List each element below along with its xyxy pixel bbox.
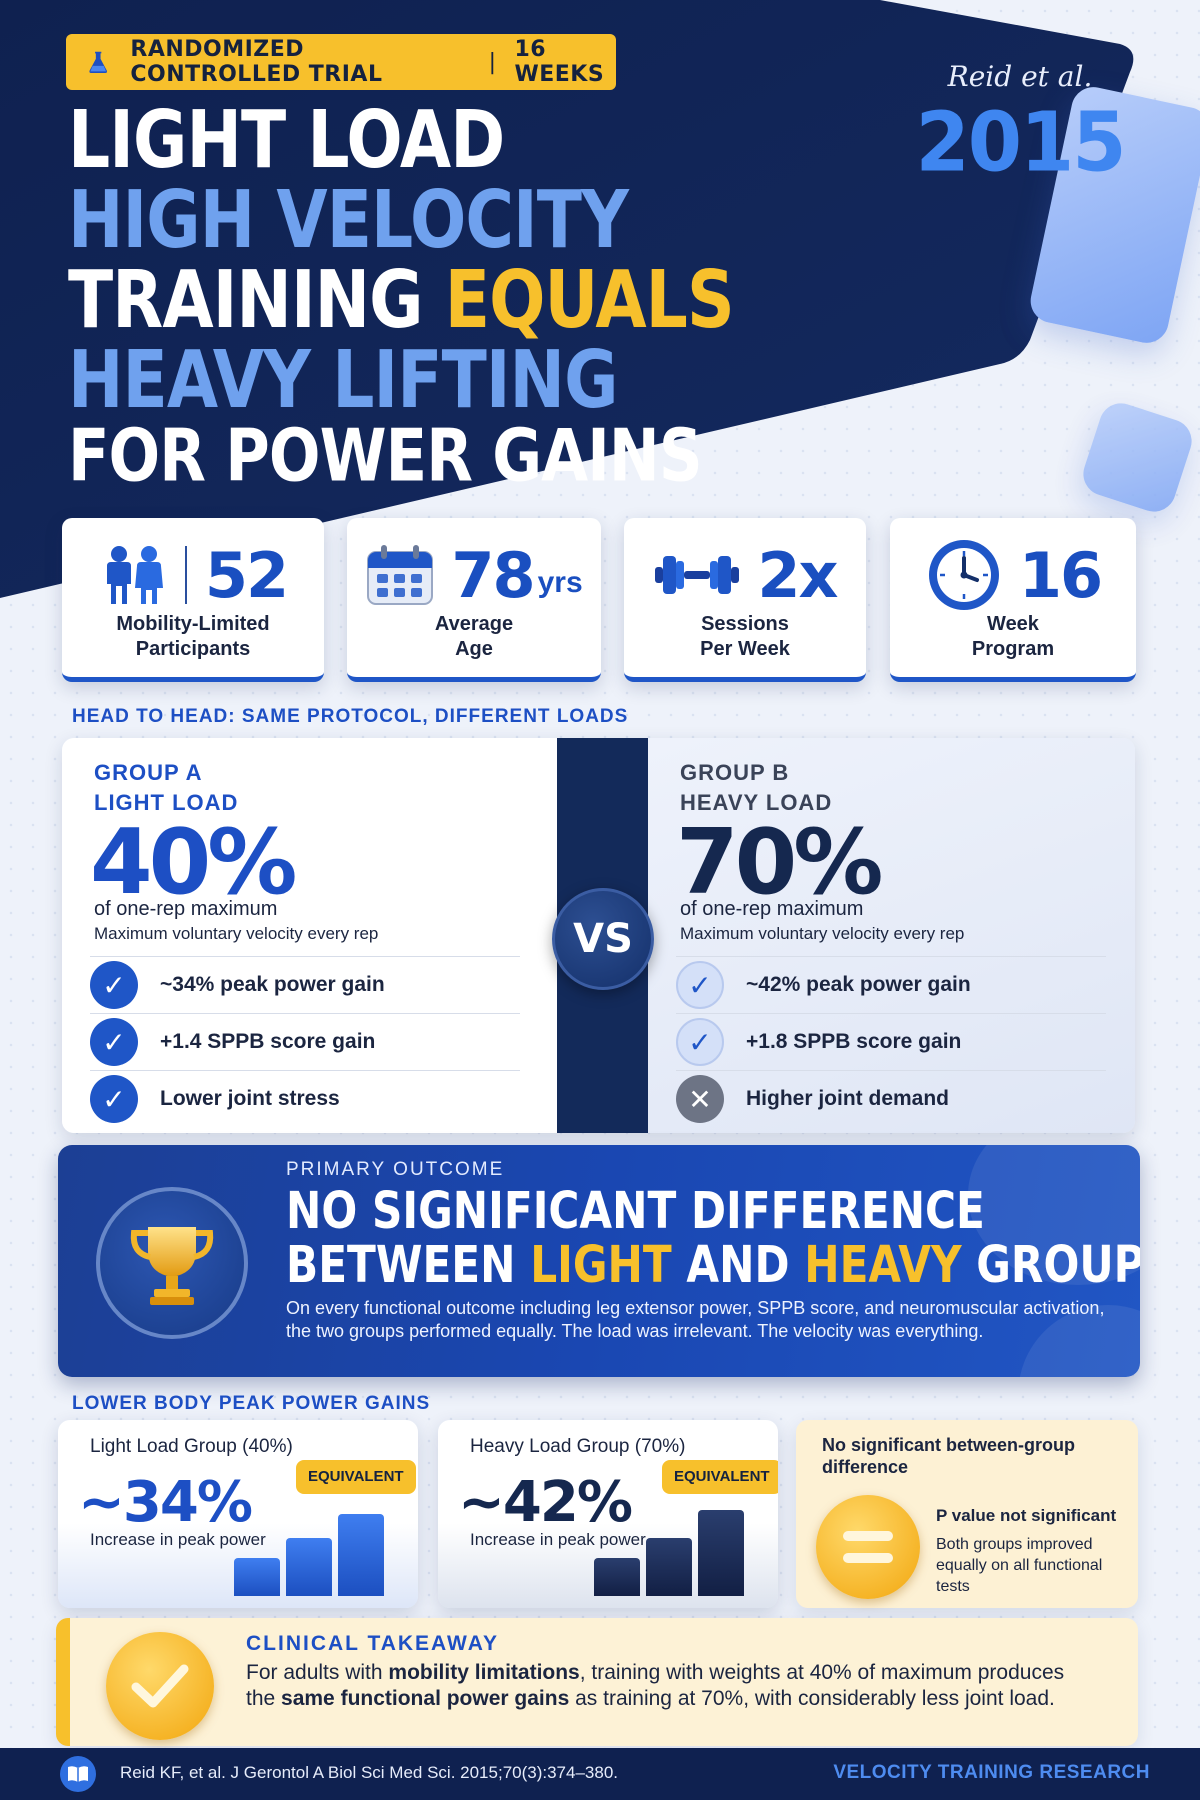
- check-icon: ✓: [90, 961, 138, 1009]
- takeaway-label: CLINICAL TAKEAWAY: [246, 1632, 499, 1655]
- brand-name: VELOCITY TRAINING RESEARCH: [833, 1762, 1150, 1783]
- bar: [594, 1558, 640, 1596]
- group-b-desc: Maximum voluntary velocity every rep: [680, 924, 965, 943]
- stat-unit: yrs: [537, 566, 583, 599]
- clinical-takeaway: CLINICAL TAKEAWAY For adults with mobili…: [56, 1618, 1138, 1746]
- stat-card-program: 16 Week Program: [890, 518, 1136, 682]
- check-icon: ✓: [90, 1075, 138, 1123]
- list-item: ✓ ~42% peak power gain: [676, 956, 1106, 1013]
- outcome-headline: NO SIGNIFICANT DIFFERENCE BETWEEN LIGHT …: [286, 1181, 1140, 1295]
- stat-value: 16: [1018, 538, 1103, 612]
- dumbbell-icon: [655, 556, 740, 594]
- badge-separator: |: [488, 49, 497, 75]
- group-b-results: ✓ ~42% peak power gain ✓ +1.8 SPPB score…: [676, 956, 1106, 1127]
- calendar-icon: [367, 545, 434, 605]
- citation: Reid KF, et al. J Gerontol A Biol Sci Me…: [120, 1763, 619, 1782]
- book-icon: [60, 1756, 96, 1792]
- outcome-label: PRIMARY OUTCOME: [286, 1159, 505, 1180]
- section-title-compare: HEAD TO HEAD: SAME PROTOCOL, DIFFERENT L…: [72, 706, 629, 727]
- group-b-percent: 70%: [676, 810, 883, 915]
- gain-caption: Increase in peak power: [90, 1530, 266, 1549]
- list-item: ✓ ~34% peak power gain: [90, 956, 520, 1013]
- heavy-load-card: Heavy Load Group (70%) ~42% EQUIVALENT I…: [438, 1420, 778, 1608]
- trophy-icon: [130, 1227, 214, 1305]
- list-item: ✓ +1.8 SPPB score gain: [676, 1013, 1106, 1070]
- title-line-3-highlight: EQUALS: [444, 253, 735, 346]
- list-item: ✓ Lower joint stress: [90, 1070, 520, 1127]
- clock-icon: [928, 540, 999, 610]
- card-description: Both groups improved equally on all func…: [936, 1536, 1103, 1595]
- title-line-3-a: TRAINING: [68, 253, 445, 346]
- title-line-5: FOR POWER GAINS: [68, 413, 703, 499]
- takeaway-text: For adults with mobility limitations, tr…: [246, 1661, 1065, 1710]
- stat-label: Sessions Per Week: [700, 613, 790, 660]
- stat-value: 78: [451, 538, 535, 612]
- list-item: ✓ +1.4 SPPB score gain: [90, 1013, 520, 1070]
- title-line-1: LIGHT LOAD: [68, 93, 505, 186]
- stat-card-age: 78 yrs Average Age: [347, 518, 601, 682]
- group-b-card: GROUP B HEAVY LOAD 70% of one-rep maximum…: [648, 738, 1135, 1133]
- people-icon: [106, 546, 163, 604]
- equals-icon: [816, 1495, 920, 1599]
- outcome-description: On every functional outcome including le…: [286, 1298, 1105, 1341]
- mini-bar-chart: [594, 1510, 744, 1596]
- badge-text-right: 16 WEEKS: [514, 37, 605, 87]
- gain-caption: Increase in peak power: [470, 1530, 646, 1549]
- flask-icon: [89, 51, 108, 73]
- p-value-text: P value not significant: [936, 1506, 1117, 1525]
- bar: [338, 1514, 384, 1596]
- title-line-3: TRAINING EQUALS: [68, 260, 735, 348]
- stat-label: Average Age: [434, 613, 514, 660]
- stat-label: Mobility-Limited Participants: [116, 613, 270, 660]
- badge-text-left: RANDOMIZED CONTROLLED TRIAL: [130, 37, 383, 87]
- outcome-banner: PRIMARY OUTCOME NO SIGNIFICANT DIFFERENC…: [58, 1145, 1140, 1377]
- check-icon: ✓: [90, 1018, 138, 1066]
- group-b-sub: of one-rep maximum: [680, 898, 864, 920]
- no-difference-card: No significant between-group difference …: [796, 1420, 1138, 1608]
- group-a-percent: 40%: [90, 810, 297, 915]
- stat-label: Week Program: [971, 613, 1055, 660]
- gain-value: ~42%: [458, 1470, 633, 1535]
- footer: Reid KF, et al. J Gerontol A Biol Sci Me…: [0, 1748, 1200, 1800]
- light-load-card: Light Load Group (40%) ~34% EQUIVALENT I…: [58, 1420, 418, 1608]
- bar: [646, 1538, 692, 1596]
- hero-background: [0, 0, 1134, 598]
- bar: [234, 1558, 280, 1596]
- stat-value: 52: [204, 538, 289, 612]
- mini-bar-chart: [234, 1514, 384, 1596]
- group-a-tag: GROUP A LIGHT LOAD: [94, 760, 239, 815]
- trophy-badge: [96, 1187, 248, 1339]
- title-line-4: HEAVY LIFTING: [68, 333, 618, 426]
- group-a-results: ✓ ~34% peak power gain ✓ +1.4 SPPB score…: [90, 956, 520, 1127]
- group-a-card: GROUP A LIGHT LOAD 40% of one-rep maximum…: [62, 738, 557, 1133]
- equivalent-badge: EQUIVALENT: [662, 1460, 778, 1494]
- page-title: LIGHT LOAD HIGH VELOCITY TRAINING EQUALS…: [68, 93, 735, 496]
- bar: [698, 1510, 744, 1596]
- stat-card-sessions: 2x Sessions Per Week: [624, 518, 866, 682]
- study-author: Reid et al.: [947, 60, 1093, 93]
- check-icon: ✓: [676, 1018, 724, 1066]
- equivalent-badge: EQUIVALENT: [296, 1460, 416, 1494]
- group-b-tag: GROUP B HEAVY LOAD: [680, 760, 833, 815]
- card-title: Light Load Group (40%): [90, 1436, 293, 1457]
- card-title: Heavy Load Group (70%): [470, 1436, 686, 1457]
- group-a-sub: of one-rep maximum: [94, 898, 278, 920]
- stat-value: 2x: [757, 538, 838, 612]
- vs-badge: VS: [552, 888, 654, 990]
- check-icon: ✓: [676, 961, 724, 1009]
- gain-value: ~34%: [78, 1470, 253, 1535]
- section-title-power: LOWER BODY PEAK POWER GAINS: [72, 1393, 431, 1414]
- divider: [184, 546, 187, 604]
- title-line-2: HIGH VELOCITY: [68, 173, 629, 266]
- bar: [286, 1538, 332, 1596]
- checkmark-icon: [106, 1632, 214, 1740]
- group-a-desc: Maximum voluntary velocity every rep: [94, 924, 379, 943]
- card-title: No significant between-group difference: [822, 1435, 1076, 1477]
- stat-card-participants: 52 Mobility-Limited Participants: [62, 518, 324, 682]
- trial-badge: RANDOMIZED CONTROLLED TRIAL | 16 WEEKS: [66, 34, 616, 90]
- study-year: 2015: [915, 95, 1126, 191]
- list-item: ✕ Higher joint demand: [676, 1070, 1106, 1127]
- x-icon: ✕: [676, 1075, 724, 1123]
